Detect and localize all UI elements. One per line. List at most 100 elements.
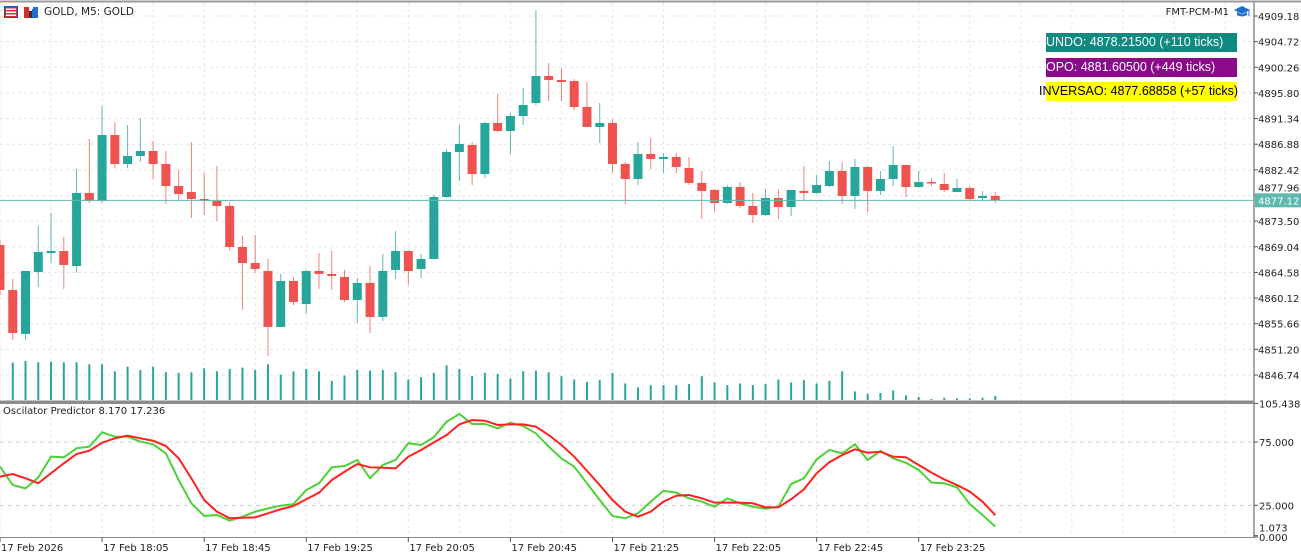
bullish-candle <box>518 105 528 116</box>
opo-text: OPO: 4881.60500 (+449 ticks) <box>1046 60 1216 74</box>
time-label: 17 Feb 21:25 <box>613 543 679 554</box>
bullish-candle <box>595 122 605 127</box>
volume-bar <box>113 371 116 400</box>
price-label: 4900.26 <box>1258 63 1299 74</box>
inversao-level-label: INVERSAO: 4877.68858 (+57 ticks) <box>1039 82 1238 101</box>
volume-bar <box>215 371 218 400</box>
volume-bar <box>458 368 461 400</box>
volume-bar <box>37 362 40 400</box>
oscillator-axis-label: 25.000 <box>1259 501 1294 512</box>
volume-bar <box>203 368 206 400</box>
bearish-candle <box>186 191 196 200</box>
bearish-candle <box>990 195 1000 201</box>
bullish-candle <box>952 187 962 192</box>
volume-bar <box>994 396 997 400</box>
bullish-candle <box>978 195 988 198</box>
volume-bar <box>956 398 958 400</box>
price-label: 4895.80 <box>1258 89 1299 100</box>
volume-bar <box>981 397 984 400</box>
volume-bar <box>228 368 231 400</box>
symbol-label: GOLD, M5: GOLD <box>44 6 134 18</box>
time-label: 17 Feb 22:05 <box>716 543 782 554</box>
volume-bar <box>279 374 282 400</box>
bullish-candle <box>442 151 452 197</box>
price-label: 4873.50 <box>1258 217 1299 228</box>
volume-bar <box>496 373 499 400</box>
price-label: 4851.20 <box>1258 345 1299 356</box>
bullish-candle <box>659 156 669 159</box>
bearish-candle <box>965 187 975 200</box>
bullish-candle <box>850 166 860 196</box>
graduation-cap-icon[interactable] <box>1234 6 1250 18</box>
volume-bar <box>892 390 895 400</box>
volume-bar <box>611 372 614 400</box>
volume-bar <box>904 395 907 400</box>
bullish-candle <box>123 156 133 164</box>
bearish-candle <box>0 245 5 290</box>
volume-bar <box>751 385 754 400</box>
bullish-candle <box>429 196 439 259</box>
oscillator-axis-label: 1.073 <box>1259 524 1288 535</box>
price-label: 4855.66 <box>1258 320 1299 331</box>
time-label: 17 Feb 2026 <box>1 543 63 554</box>
time-axis: 17 Feb 2026 17 Feb 18:05 17 Feb 18:45 17 Fe… <box>0 537 985 554</box>
volume-bar <box>164 372 167 400</box>
volume-bar <box>266 364 269 400</box>
volume-bar <box>624 383 627 400</box>
bearish-candle <box>697 182 707 191</box>
bearish-candle <box>582 107 592 127</box>
price-label: 4909.18 <box>1258 12 1299 23</box>
bullish-candle <box>505 115 515 131</box>
volume-bar <box>560 376 563 400</box>
volume-bar <box>471 376 474 400</box>
bearish-candle <box>237 246 247 263</box>
chart-header: GOLD, M5: GOLD <box>4 6 134 18</box>
volume-bar <box>509 378 512 400</box>
grid <box>0 3 1254 537</box>
expert-advisor-label: FMT-PCM-M1 <box>1166 6 1250 18</box>
volume-bar <box>305 368 308 400</box>
volume-bar <box>101 364 104 400</box>
bullish-candle <box>33 251 43 272</box>
bearish-candle <box>403 250 413 271</box>
bearish-candle <box>467 145 477 174</box>
oscillator-fast-line <box>0 412 996 528</box>
volume-bar <box>330 380 333 400</box>
volume-bar <box>254 369 257 400</box>
opo-level-label: OPO: 4881.60500 (+449 ticks) <box>1046 58 1237 77</box>
volume-bar <box>841 371 844 400</box>
volume-bar <box>407 379 410 400</box>
bullish-candle <box>46 250 56 253</box>
bearish-candle <box>620 163 630 179</box>
bearish-candle <box>544 76 554 80</box>
bearish-candle <box>748 205 758 215</box>
depth-of-market-icon[interactable] <box>24 6 38 18</box>
time-label: 17 Feb 20:45 <box>511 543 577 554</box>
time-label: 17 Feb 18:05 <box>103 543 169 554</box>
volume-bar <box>88 364 91 400</box>
bearish-candle <box>161 163 171 187</box>
bearish-candle <box>110 135 120 164</box>
bullish-candle <box>633 153 643 179</box>
time-label: 17 Feb 18:45 <box>205 543 271 554</box>
oscillator-lines <box>0 412 997 528</box>
undo-text: UNDO: 4878.21500 (+110 ticks) <box>1046 35 1224 49</box>
bullish-candle <box>378 270 388 317</box>
volume-bar <box>790 382 793 400</box>
bearish-candle <box>556 79 566 83</box>
oscillator-axis-label: 105.438 <box>1259 399 1300 410</box>
volume-bar <box>394 372 397 400</box>
volume-bar <box>802 380 805 400</box>
bearish-candle <box>59 250 69 265</box>
one-click-trading-icon[interactable] <box>4 6 18 18</box>
price-label: 4860.12 <box>1258 294 1299 305</box>
bullish-candle <box>888 164 898 179</box>
volume-bar <box>11 362 14 400</box>
volume-bar <box>177 372 180 400</box>
price-label: 4904.72 <box>1258 38 1299 49</box>
price-label: 4846.74 <box>1258 371 1299 382</box>
price-label: 4877.96 <box>1258 183 1299 194</box>
volume-bar <box>62 362 65 400</box>
